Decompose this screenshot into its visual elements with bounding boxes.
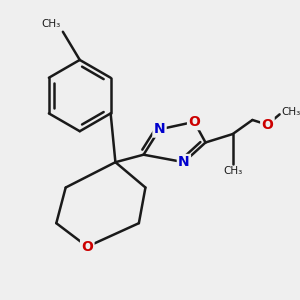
Text: O: O — [188, 115, 200, 129]
Text: CH₃: CH₃ — [281, 107, 300, 118]
Text: CH₃: CH₃ — [223, 166, 242, 176]
Text: N: N — [154, 122, 165, 136]
Text: N: N — [178, 155, 190, 169]
Text: O: O — [262, 118, 273, 132]
Text: O: O — [81, 240, 93, 254]
Text: CH₃: CH₃ — [42, 19, 61, 29]
